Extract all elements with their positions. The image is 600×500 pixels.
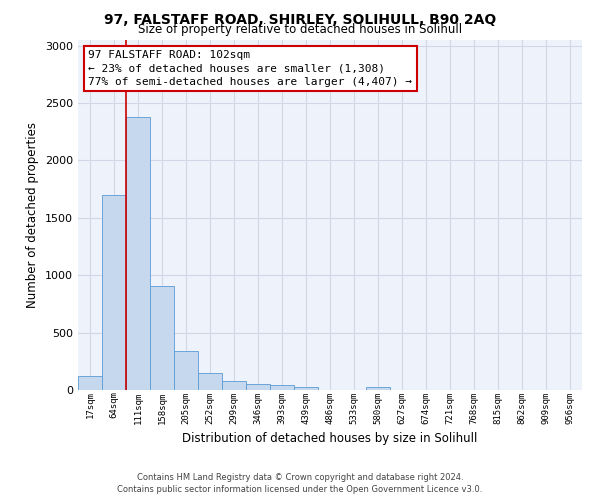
Bar bbox=[198, 373, 222, 390]
X-axis label: Distribution of detached houses by size in Solihull: Distribution of detached houses by size … bbox=[182, 432, 478, 445]
Bar bbox=[78, 376, 102, 390]
Bar bbox=[222, 381, 246, 390]
Bar bbox=[150, 286, 174, 390]
Bar bbox=[174, 351, 198, 390]
Text: Size of property relative to detached houses in Solihull: Size of property relative to detached ho… bbox=[138, 22, 462, 36]
Y-axis label: Number of detached properties: Number of detached properties bbox=[26, 122, 40, 308]
Text: 97, FALSTAFF ROAD, SHIRLEY, SOLIHULL, B90 2AQ: 97, FALSTAFF ROAD, SHIRLEY, SOLIHULL, B9… bbox=[104, 12, 496, 26]
Bar bbox=[126, 117, 150, 390]
Bar bbox=[102, 195, 126, 390]
Text: 97 FALSTAFF ROAD: 102sqm
← 23% of detached houses are smaller (1,308)
77% of sem: 97 FALSTAFF ROAD: 102sqm ← 23% of detach… bbox=[88, 50, 412, 87]
Bar bbox=[246, 384, 270, 390]
Bar bbox=[294, 386, 318, 390]
Text: Contains HM Land Registry data © Crown copyright and database right 2024.
Contai: Contains HM Land Registry data © Crown c… bbox=[118, 472, 482, 494]
Bar bbox=[366, 386, 390, 390]
Bar bbox=[270, 386, 294, 390]
